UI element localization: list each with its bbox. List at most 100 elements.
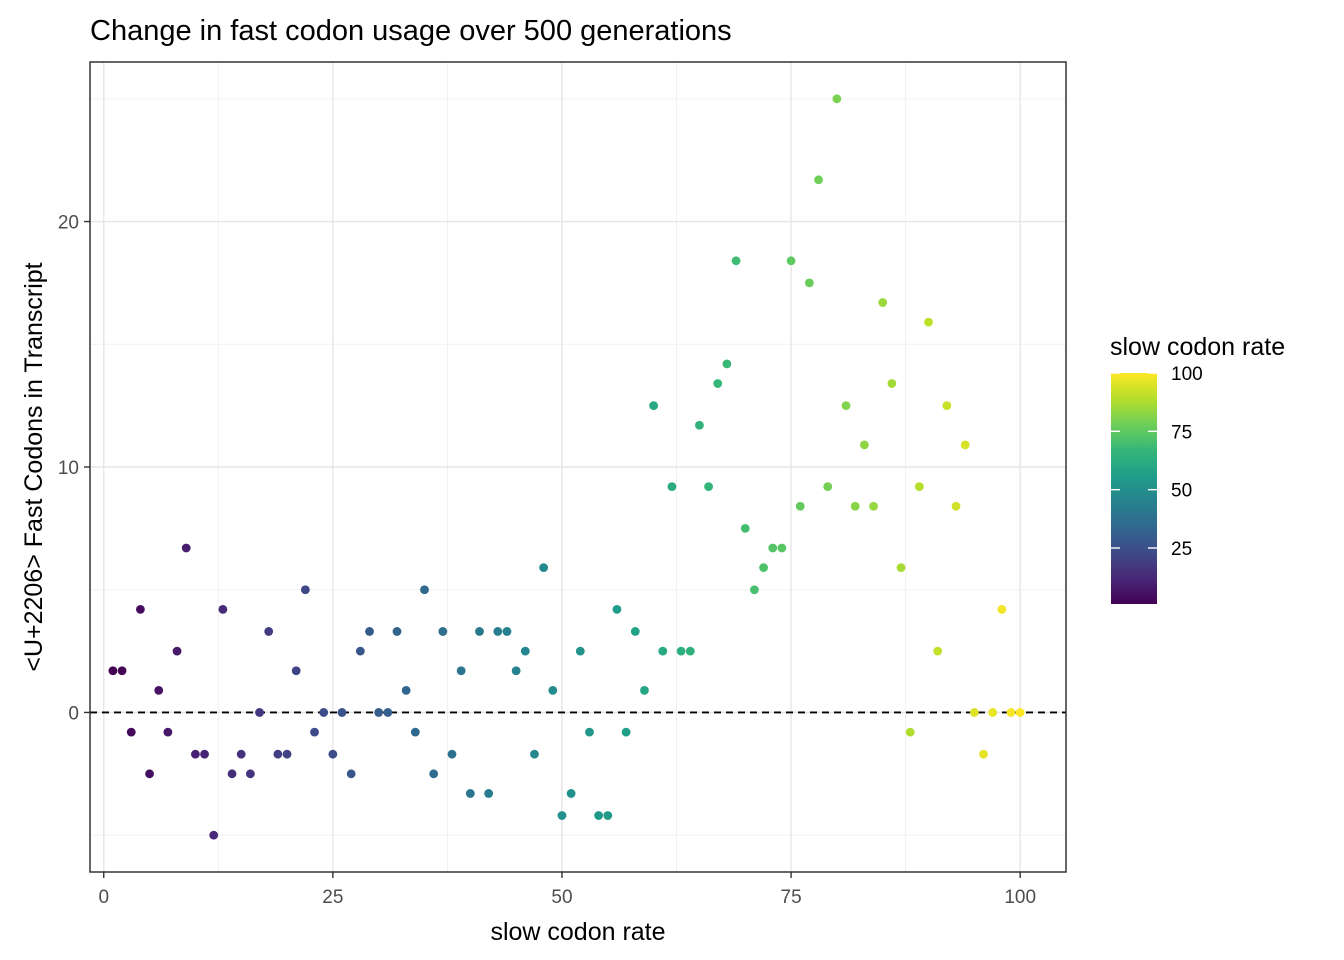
y-tick-label-1: 10 <box>58 458 79 479</box>
data-point-24 <box>328 749 338 759</box>
data-point-40 <box>475 627 484 636</box>
data-point-42 <box>493 627 503 636</box>
y-tick-label-0: 0 <box>68 703 79 724</box>
data-point-94 <box>969 708 979 717</box>
data-point-11 <box>209 830 219 840</box>
data-point-80 <box>841 401 851 411</box>
data-point-69 <box>740 523 750 533</box>
legend-colorbar <box>1111 373 1157 604</box>
data-point-53 <box>594 811 604 820</box>
data-point-77 <box>814 175 823 185</box>
x-tick-label-1: 25 <box>322 887 343 908</box>
data-point-30 <box>383 708 393 717</box>
data-point-73 <box>777 543 787 553</box>
data-point-17 <box>264 627 274 636</box>
data-point-14 <box>236 749 246 759</box>
data-point-5 <box>154 685 164 695</box>
data-point-86 <box>896 563 906 573</box>
data-point-74 <box>786 256 796 266</box>
data-point-35 <box>429 769 439 779</box>
data-point-63 <box>685 646 695 656</box>
data-point-0 <box>108 666 118 676</box>
data-point-72 <box>768 543 778 553</box>
x-tick-label-3: 75 <box>781 887 802 908</box>
data-point-41 <box>484 789 494 798</box>
data-point-70 <box>750 585 759 595</box>
data-point-76 <box>804 278 814 288</box>
data-point-33 <box>410 727 420 737</box>
data-point-25 <box>337 708 347 717</box>
data-point-23 <box>319 708 329 717</box>
data-point-87 <box>905 727 915 737</box>
y-axis-ticks: 0 10 20 <box>58 213 90 724</box>
x-axis-title: slow codon rate <box>490 918 665 946</box>
data-point-99 <box>1015 708 1025 717</box>
data-point-75 <box>795 501 805 511</box>
data-point-2 <box>126 727 136 737</box>
data-point-56 <box>621 727 631 737</box>
data-point-55 <box>612 604 622 614</box>
data-point-37 <box>447 749 457 759</box>
data-point-48 <box>548 685 558 695</box>
data-points <box>108 94 1025 840</box>
data-point-83 <box>869 501 878 511</box>
data-point-60 <box>658 646 668 656</box>
data-point-26 <box>346 769 356 779</box>
data-point-54 <box>603 811 613 820</box>
x-tick-label-2: 50 <box>551 887 572 908</box>
data-point-38 <box>456 666 466 676</box>
data-point-36 <box>438 627 448 636</box>
data-point-93 <box>960 440 970 450</box>
data-point-91 <box>942 401 952 411</box>
data-point-89 <box>924 317 933 327</box>
legend-ticks: 25 50 75 100 <box>1111 364 1203 560</box>
x-tick-label-0: 0 <box>98 887 109 908</box>
data-point-88 <box>914 482 924 492</box>
x-axis-ticks: 0 25 50 75 100 <box>98 872 1036 908</box>
data-point-57 <box>630 627 640 636</box>
data-point-43 <box>502 627 512 636</box>
data-point-8 <box>181 543 191 553</box>
data-point-97 <box>997 604 1007 614</box>
data-point-64 <box>695 420 704 430</box>
data-point-71 <box>759 563 768 573</box>
data-point-51 <box>575 646 585 656</box>
data-point-6 <box>163 727 173 737</box>
data-point-45 <box>520 646 530 656</box>
data-point-65 <box>704 482 713 492</box>
data-point-84 <box>878 298 888 307</box>
data-point-90 <box>933 646 943 656</box>
data-point-61 <box>667 482 677 492</box>
data-point-34 <box>420 585 429 595</box>
data-point-9 <box>190 749 200 759</box>
data-point-16 <box>255 708 264 717</box>
legend-title: slow codon rate <box>1110 333 1285 361</box>
data-point-58 <box>640 685 649 695</box>
data-point-68 <box>731 256 741 266</box>
data-point-13 <box>227 769 237 779</box>
data-point-82 <box>859 440 869 450</box>
data-point-32 <box>401 685 411 695</box>
data-point-21 <box>300 585 310 595</box>
data-point-22 <box>310 727 319 737</box>
y-tick-label-2: 20 <box>58 213 79 234</box>
data-point-1 <box>117 666 127 676</box>
data-point-95 <box>979 749 988 759</box>
legend-tick-label-1: 50 <box>1171 481 1192 502</box>
data-point-81 <box>850 501 860 511</box>
data-point-96 <box>988 708 998 717</box>
data-point-52 <box>585 727 594 737</box>
data-point-7 <box>172 646 182 656</box>
data-point-92 <box>951 501 961 511</box>
data-point-78 <box>823 482 833 492</box>
legend-tick-label-2: 75 <box>1171 422 1192 443</box>
data-point-28 <box>365 627 374 636</box>
data-point-12 <box>218 604 228 614</box>
chart-title: Change in fast codon usage over 500 gene… <box>90 15 732 47</box>
data-point-39 <box>465 789 475 798</box>
data-point-4 <box>145 769 154 779</box>
legend-tick-label-3: 100 <box>1171 364 1203 385</box>
color-legend: slow codon rate 25 50 75 100 <box>1110 333 1285 604</box>
data-point-85 <box>887 379 897 388</box>
